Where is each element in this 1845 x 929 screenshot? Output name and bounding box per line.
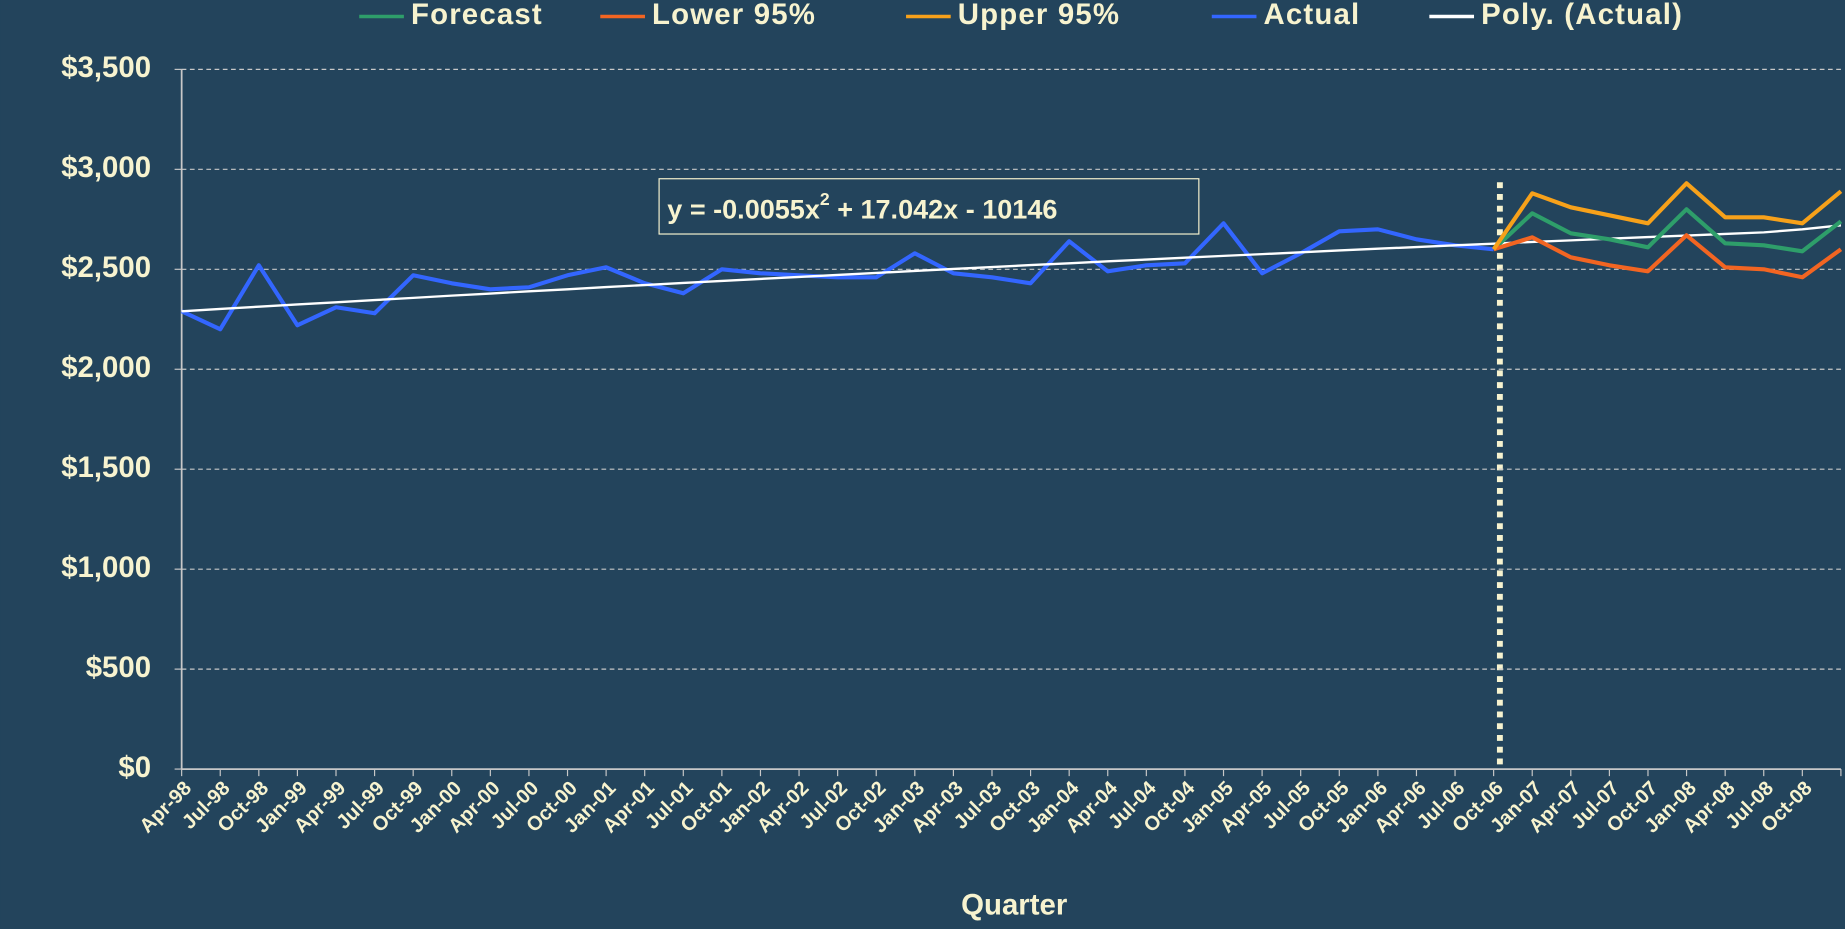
y-tick-label: $0 — [118, 751, 151, 784]
y-tick-label: $3,500 — [61, 51, 151, 84]
legend-label: Forecast — [411, 0, 543, 31]
annotation-box — [658, 178, 1200, 235]
y-tick-label: $1,000 — [61, 551, 151, 584]
legend-label: Upper 95% — [958, 0, 1120, 31]
equation-exponent: 2 — [820, 189, 830, 209]
y-tick-label: $2,500 — [61, 251, 151, 284]
y-tick-label: $500 — [86, 651, 151, 684]
series-line — [181, 224, 1842, 313]
series-line — [1492, 207, 1843, 254]
series-line — [1491, 181, 1843, 251]
y-tick-label: $2,000 — [61, 351, 151, 384]
legend-label: Lower 95% — [652, 0, 816, 31]
series-line — [180, 221, 1494, 332]
x-axis-label: Quarter — [961, 888, 1067, 921]
series-line — [1493, 233, 1843, 280]
y-tick-label: $3,000 — [61, 151, 151, 184]
equation-part: + 17.042x - 10146 — [830, 195, 1058, 225]
legend-label: Poly. (Actual) — [1481, 0, 1683, 31]
trendline-equation: y = -0.0055x2 + 17.042x - 10146 — [667, 189, 1057, 225]
y-tick-label: $1,500 — [61, 451, 151, 484]
equation-part: y = -0.0055x — [667, 195, 820, 225]
legend-label: Actual — [1264, 0, 1361, 31]
